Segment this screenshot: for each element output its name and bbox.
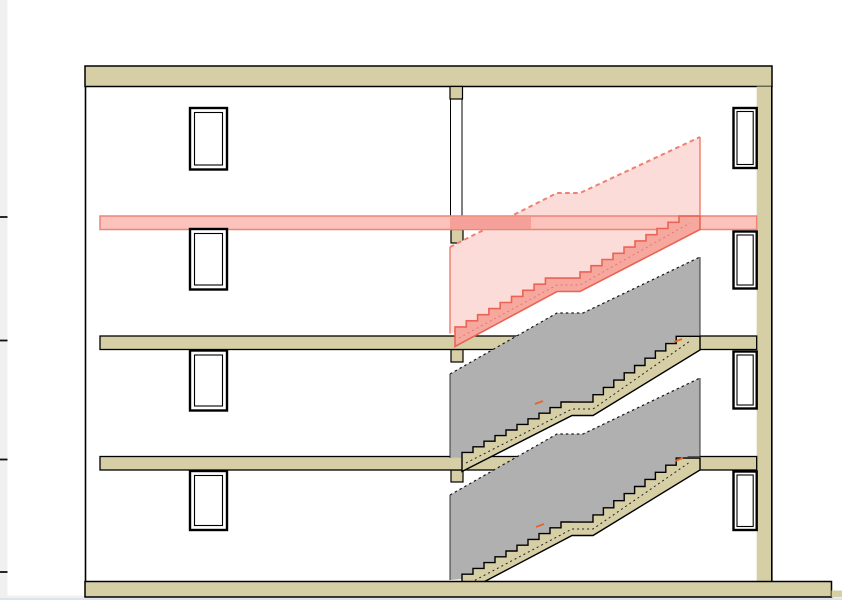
railing-handrail-dashed-flight-2 — [449, 256, 701, 375]
stair-core-wall-stub-roof[interactable] — [449, 85, 464, 100]
window-left-floor-1-frame[interactable] — [188, 469, 229, 532]
railing-handrail-dashed-flight-1 — [449, 377, 701, 496]
right-wall[interactable] — [756, 86, 772, 582]
railing-panel-flight-1[interactable] — [450, 378, 700, 580]
step-marker-flight-1-mid — [535, 523, 545, 528]
stair-core-wall-stub-l4[interactable] — [450, 228, 464, 244]
left-ruler-strip — [0, 0, 8, 600]
selected-floor-slab-level-4[interactable] — [99, 215, 758, 231]
selected-railing-panel-flight-3[interactable] — [450, 137, 700, 334]
step-marker-flight-2-mid — [534, 400, 544, 405]
railing-panel-flight-2[interactable] — [450, 257, 700, 458]
ground-slab[interactable] — [84, 580, 833, 598]
window-right-floor-3-inner — [736, 234, 754, 286]
stair-flight-1-stringer-dashed — [465, 461, 691, 586]
selected-stair-flight-3-steps[interactable] — [454, 215, 701, 348]
step-marker-flight-2-top — [673, 338, 683, 343]
window-left-floor-1-inner — [193, 474, 224, 527]
stair-flight-2-steps[interactable] — [461, 335, 701, 473]
window-left-floor-4-frame[interactable] — [188, 106, 229, 171]
window-right-floor-3-frame[interactable] — [732, 230, 758, 290]
roof-slab[interactable] — [84, 65, 773, 88]
selected-stair-stringer-dashed — [458, 222, 691, 339]
window-left-floor-3-inner — [193, 232, 224, 286]
window-right-floor-4-inner — [736, 110, 754, 166]
window-left-floor-2-inner — [193, 354, 224, 407]
window-right-floor-1-frame[interactable] — [732, 470, 758, 532]
window-left-floor-3-frame[interactable] — [188, 227, 229, 291]
ground-slab-right-extension — [831, 590, 842, 597]
selected-slab-overlap-shade — [450, 216, 531, 229]
window-right-floor-1-inner — [736, 474, 754, 528]
stair-core-wall-stub-l2[interactable] — [450, 469, 464, 483]
window-right-floor-2-frame[interactable] — [732, 350, 758, 410]
window-right-floor-2-inner — [736, 354, 754, 406]
stair-core-wall-stub-l3[interactable] — [450, 348, 464, 363]
window-left-floor-4-inner — [193, 111, 224, 166]
window-left-floor-2-frame[interactable] — [188, 349, 229, 412]
step-marker-flight-1-top — [674, 457, 684, 462]
window-right-floor-4-frame[interactable] — [732, 106, 758, 170]
stair-flight-1-steps[interactable] — [461, 457, 701, 595]
